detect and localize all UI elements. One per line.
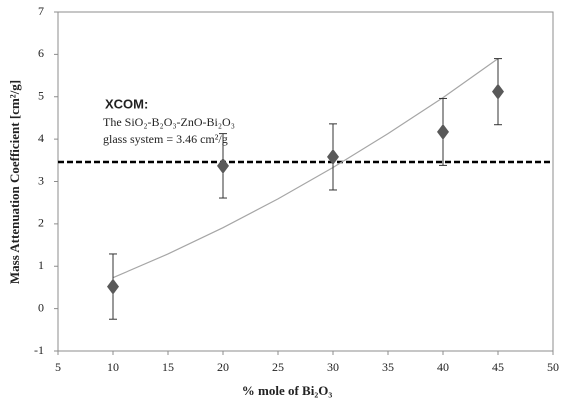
x-axis-label: % mole of Bi₂O₃	[242, 383, 333, 398]
annotation-line: glass system = 3.46 cm²/g	[103, 132, 228, 146]
x-tick-label: 5	[55, 360, 61, 374]
y-tick-label: 7	[38, 4, 44, 18]
x-tick-label: 40	[437, 360, 449, 374]
plot-frame	[57, 11, 554, 352]
y-tick-label: 2	[38, 216, 44, 230]
marker	[492, 83, 504, 100]
marker	[217, 157, 229, 174]
x-tick-label: 20	[217, 360, 229, 374]
x-tick-label: 35	[382, 360, 394, 374]
x-tick-label: 30	[327, 360, 339, 374]
x-tick-label: 25	[272, 360, 284, 374]
y-tick-label: 0	[38, 300, 44, 314]
x-tick-label: 15	[162, 360, 174, 374]
x-tick-label: 10	[107, 360, 119, 374]
y-tick-label: 6	[38, 46, 44, 60]
y-tick-label: -1	[34, 343, 44, 357]
y-tick-label: 4	[38, 131, 44, 145]
marker	[107, 278, 119, 295]
marker	[327, 148, 339, 165]
marker	[437, 123, 449, 140]
y-tick-label: 1	[38, 258, 44, 272]
annotation-line: The SiO₂-B₂O₃-ZnO-Bi₂O₃	[103, 115, 235, 129]
trendline	[112, 58, 499, 279]
y-tick-label: 3	[38, 173, 44, 187]
x-tick-label: 45	[492, 360, 504, 374]
y-axis-label: Mass Attenuation Coefficient [cm²/g]	[7, 80, 22, 284]
x-tick-label: 50	[547, 360, 559, 374]
y-tick-label: 5	[38, 89, 44, 103]
annotation-title: XCOM:	[105, 96, 148, 111]
